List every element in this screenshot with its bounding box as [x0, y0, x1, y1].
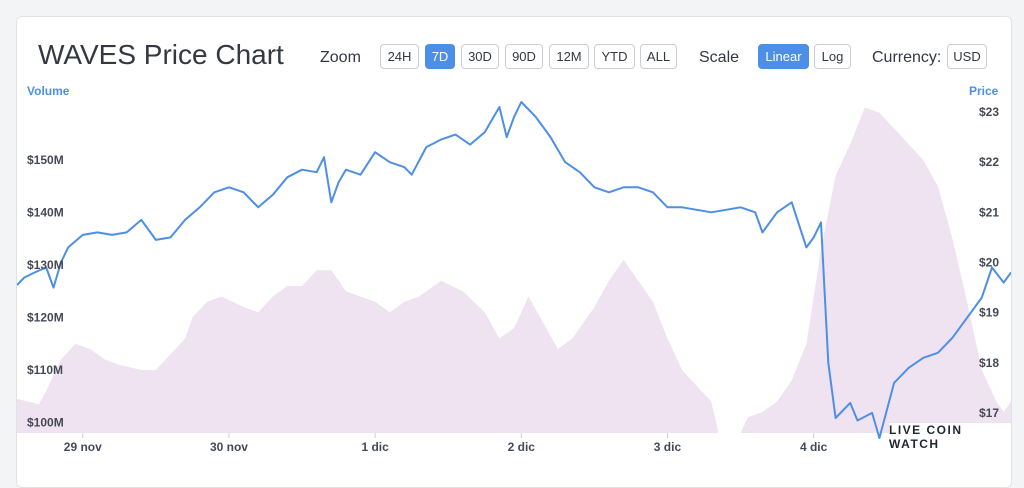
- price-tick-label: $20: [979, 255, 999, 269]
- zoom-90d-button[interactable]: 90D: [505, 44, 543, 69]
- currency-label: Currency:: [872, 49, 942, 66]
- price-tick-label: $18: [979, 356, 999, 370]
- price-series-line: [17, 101, 1011, 439]
- volume-tick-label: $110M: [27, 363, 63, 377]
- zoom-12m-button[interactable]: 12M: [549, 44, 589, 69]
- volume-tick-label: $130M: [27, 258, 64, 272]
- zoom-all-button[interactable]: ALL: [640, 44, 677, 69]
- zoom-24h-button[interactable]: 24H: [380, 44, 419, 69]
- volume-series-area: [17, 107, 1011, 433]
- price-tick-label: $17: [979, 406, 999, 420]
- scale-label: Scale: [699, 49, 740, 66]
- volume-tick-label: $140M: [27, 206, 64, 220]
- price-tick-label: $19: [979, 306, 999, 320]
- scale-linear-button[interactable]: Linear: [758, 44, 809, 69]
- volume-tick-label: $120M: [27, 311, 64, 325]
- price-chart-card: WAVES Price Chart Zoom 24H 7D 30D 90D 12…: [16, 16, 1012, 488]
- zoom-7d-button[interactable]: 7D: [425, 44, 455, 69]
- x-tick-label: 4 dic: [800, 440, 828, 454]
- volume-tick-label: $150M: [27, 153, 64, 167]
- x-tick-label: 29 nov: [64, 440, 102, 454]
- volume-tick-label: $100M: [27, 416, 64, 430]
- currency-select[interactable]: USD: [947, 44, 987, 69]
- price-volume-chart: $100M $110M $120M $130M $140M $150M $17 $18 $19 $…: [17, 101, 1011, 454]
- scale-log-button[interactable]: Log: [814, 44, 851, 69]
- page-title: WAVES Price Chart: [38, 39, 284, 70]
- x-tick-label: 2 dic: [508, 440, 536, 454]
- zoom-30d-button[interactable]: 30D: [461, 44, 499, 69]
- zoom-ytd-button[interactable]: YTD: [594, 44, 635, 69]
- x-tick-label: 1 dic: [361, 440, 389, 454]
- x-tick-label: 3 dic: [654, 440, 682, 454]
- price-tick-label: $21: [979, 205, 999, 219]
- volume-axis-title: Volume: [27, 84, 70, 98]
- brand-logo: LIVE COIN WATCH: [889, 423, 1011, 451]
- price-tick-label: $22: [979, 155, 999, 169]
- price-axis-title: Price: [969, 84, 999, 98]
- price-tick-label: $23: [979, 105, 999, 119]
- zoom-label: Zoom: [320, 49, 361, 66]
- x-tick-label: 30 nov: [210, 440, 248, 454]
